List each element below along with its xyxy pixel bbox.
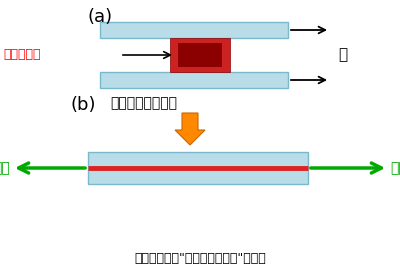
Text: 伸長: 伸長 xyxy=(390,161,400,175)
Text: 板: 板 xyxy=(338,47,347,62)
Bar xyxy=(100,72,288,88)
Text: 伸長: 伸長 xyxy=(0,161,10,175)
Text: (a): (a) xyxy=(88,8,112,26)
Bar xyxy=(100,22,288,38)
Bar xyxy=(178,43,222,67)
Text: つぶして伸長した: つぶして伸長した xyxy=(110,96,177,110)
Bar xyxy=(88,152,308,184)
FancyArrow shape xyxy=(175,113,205,145)
Text: 過冷却液体: 過冷却液体 xyxy=(3,49,40,61)
Text: (b): (b) xyxy=(70,96,96,114)
Bar xyxy=(170,38,230,72)
Text: つぶす速度を"伸長ひずみ速度"という: つぶす速度を"伸長ひずみ速度"という xyxy=(134,252,266,265)
